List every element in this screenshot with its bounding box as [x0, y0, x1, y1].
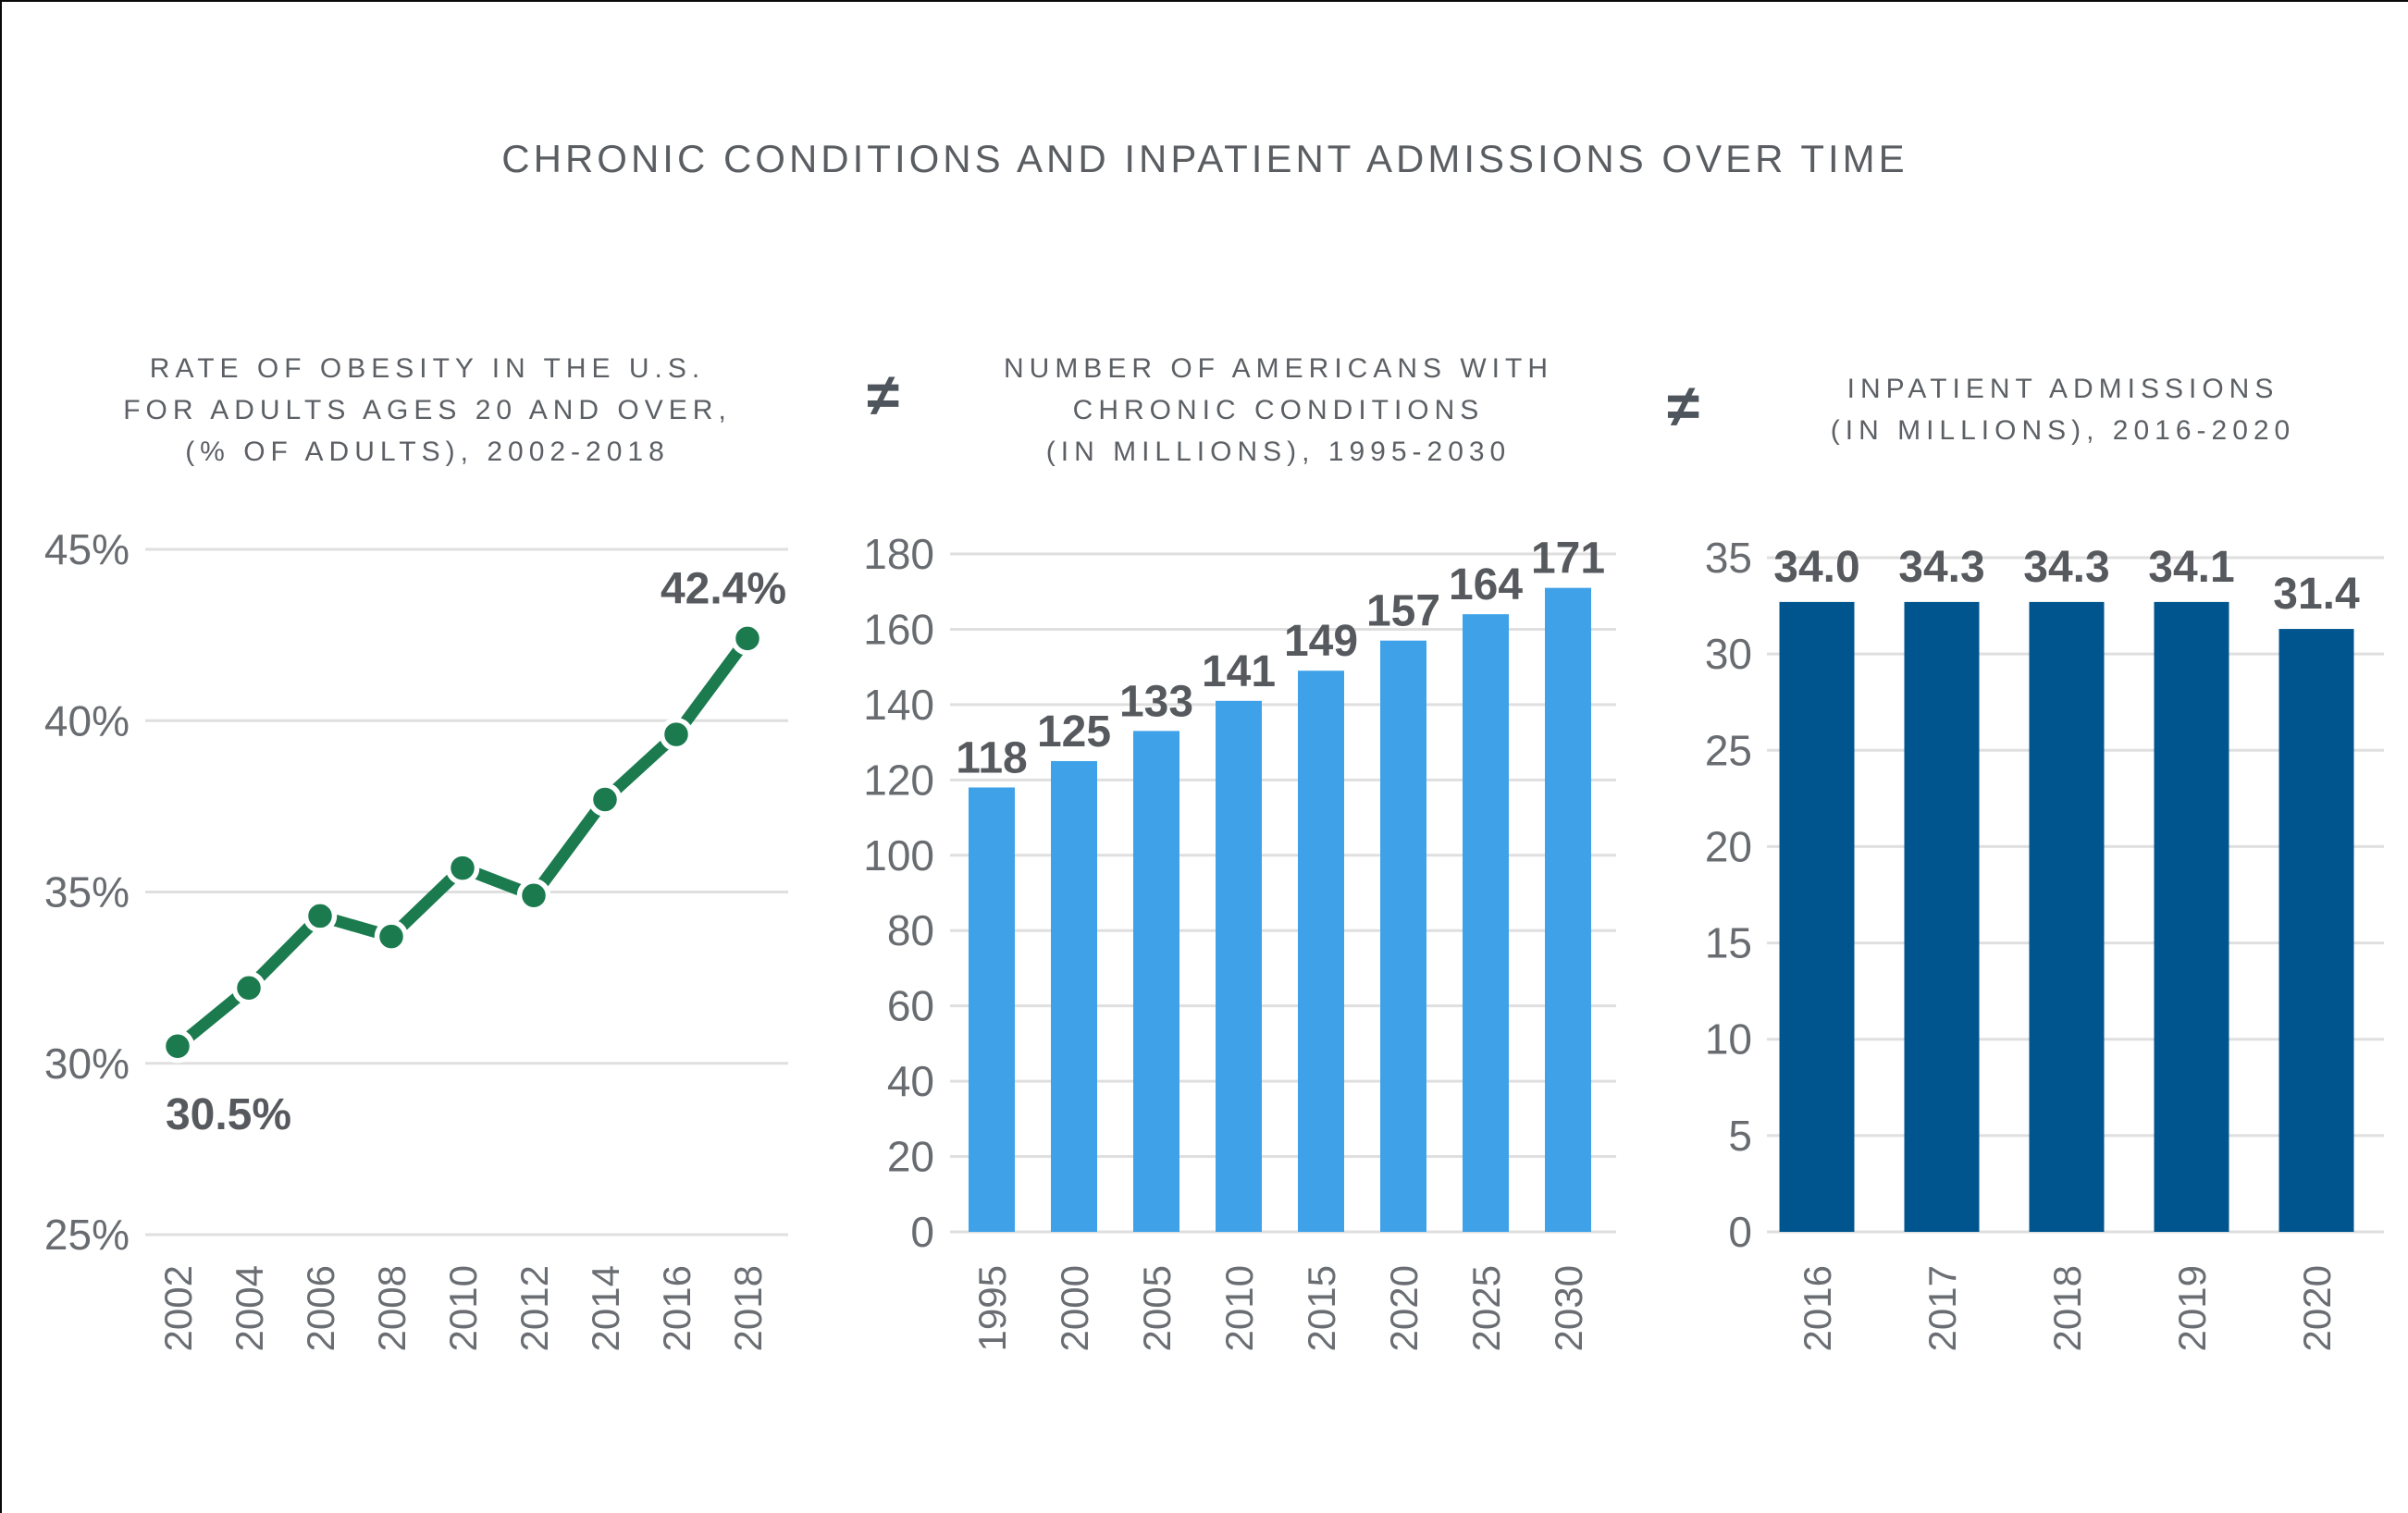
not-equal-icon: ≠	[1666, 373, 1700, 439]
svg-text:30.5%: 30.5%	[166, 1090, 291, 1139]
obesity-chart-title-line2: FOR ADULTS AGES 20 AND OVER,	[123, 395, 732, 425]
svg-text:141: 141	[1202, 647, 1276, 696]
svg-text:34.0: 34.0	[1773, 543, 1859, 592]
not-equal-icon: ≠	[866, 362, 900, 428]
svg-text:164: 164	[1449, 560, 1523, 609]
svg-text:20: 20	[1705, 822, 1752, 870]
page-title: CHRONIC CONDITIONS AND INPATIENT ADMISSI…	[501, 137, 1908, 180]
svg-text:2016: 2016	[655, 1265, 698, 1351]
svg-text:25%: 25%	[44, 1211, 130, 1259]
svg-text:2005: 2005	[1135, 1265, 1179, 1351]
inpatient-chart-title-line1: INPATIENT ADMISSIONS	[1846, 374, 2279, 404]
svg-text:2020: 2020	[1382, 1265, 1426, 1351]
svg-text:34.1: 34.1	[2148, 543, 2234, 592]
inpatient-chart-title: INPATIENT ADMISSIONS (IN MILLIONS), 2016…	[1739, 368, 2387, 451]
svg-text:118: 118	[956, 733, 1027, 782]
svg-text:2017: 2017	[1920, 1265, 1964, 1351]
svg-text:149: 149	[1284, 617, 1358, 666]
svg-text:2006: 2006	[299, 1265, 342, 1351]
svg-text:30: 30	[1705, 630, 1752, 678]
chronic-chart-title-line2: CHRONIC CONDITIONS	[1072, 395, 1485, 425]
svg-text:2030: 2030	[1547, 1265, 1590, 1351]
svg-text:10: 10	[1705, 1015, 1752, 1064]
obesity-chart-title-line1: RATE OF OBESITY IN THE U.S.	[149, 353, 706, 384]
svg-text:2020: 2020	[2295, 1265, 2339, 1351]
svg-text:2018: 2018	[726, 1265, 770, 1351]
inpatient-admissions-bar-chart: 35 30 25 20 15 10 5 0 34.0 34.3 34.3 34.1 31.4 2016 20…	[1705, 534, 2384, 1351]
svg-text:2016: 2016	[1796, 1265, 1839, 1351]
obesity-line-chart: 45% 40% 35% 30% 25% 30.5% 42.4% 2002 2004 2006 200…	[44, 525, 788, 1351]
svg-text:2010: 2010	[441, 1265, 485, 1351]
svg-text:180: 180	[863, 530, 934, 578]
chronic-conditions-chart-title: NUMBER OF AMERICANS WITH CHRONIC CONDITI…	[890, 348, 1667, 473]
svg-text:20: 20	[887, 1133, 934, 1181]
svg-text:0: 0	[1728, 1208, 1752, 1256]
svg-text:34.3: 34.3	[1898, 543, 1984, 592]
obesity-chart-title-line3: (% OF ADULTS), 2002-2018	[185, 437, 670, 467]
chronic-chart-title-line3: (IN MILLIONS), 1995-2030	[1045, 437, 1512, 467]
svg-text:80: 80	[887, 906, 934, 954]
svg-text:35: 35	[1705, 534, 1752, 582]
obesity-chart-title: RATE OF OBESITY IN THE U.S. FOR ADULTS A…	[39, 348, 816, 473]
svg-text:2000: 2000	[1053, 1265, 1096, 1351]
svg-text:2018: 2018	[2045, 1265, 2089, 1351]
svg-text:125: 125	[1037, 707, 1111, 756]
chronic-conditions-bar-chart: 1801601401201008060402001181251331411491…	[863, 530, 1616, 1351]
svg-text:157: 157	[1366, 587, 1440, 636]
svg-text:5: 5	[1728, 1112, 1752, 1160]
svg-text:2008: 2008	[370, 1265, 414, 1351]
svg-text:2002: 2002	[156, 1265, 200, 1351]
svg-text:40: 40	[887, 1057, 934, 1105]
svg-text:1995: 1995	[970, 1265, 1014, 1351]
svg-text:2004: 2004	[228, 1265, 271, 1351]
svg-text:35%: 35%	[44, 868, 130, 916]
svg-text:171: 171	[1531, 535, 1605, 584]
svg-text:15: 15	[1705, 919, 1752, 967]
svg-text:2010: 2010	[1217, 1265, 1261, 1351]
svg-text:160: 160	[863, 605, 934, 653]
svg-text:2019: 2019	[2170, 1265, 2214, 1351]
svg-text:0: 0	[910, 1208, 934, 1256]
svg-text:45%: 45%	[44, 525, 130, 573]
svg-text:31.4: 31.4	[2273, 570, 2360, 619]
svg-text:2025: 2025	[1464, 1265, 1508, 1351]
svg-text:34.3: 34.3	[2023, 543, 2109, 592]
svg-text:60: 60	[887, 982, 934, 1030]
svg-text:30%: 30%	[44, 1039, 130, 1088]
svg-text:25: 25	[1705, 726, 1752, 774]
svg-text:42.4%: 42.4%	[661, 564, 786, 613]
svg-text:2015: 2015	[1300, 1265, 1343, 1351]
svg-text:100: 100	[863, 831, 934, 880]
svg-text:40%: 40%	[44, 696, 130, 744]
svg-text:2014: 2014	[584, 1265, 627, 1351]
chronic-chart-title-line1: NUMBER OF AMERICANS WITH	[1003, 353, 1553, 384]
svg-text:120: 120	[863, 756, 934, 804]
inpatient-chart-title-line2: (IN MILLIONS), 2016-2020	[1830, 415, 2296, 446]
svg-text:2012: 2012	[512, 1265, 556, 1351]
svg-text:133: 133	[1119, 677, 1193, 726]
svg-text:140: 140	[863, 681, 934, 729]
